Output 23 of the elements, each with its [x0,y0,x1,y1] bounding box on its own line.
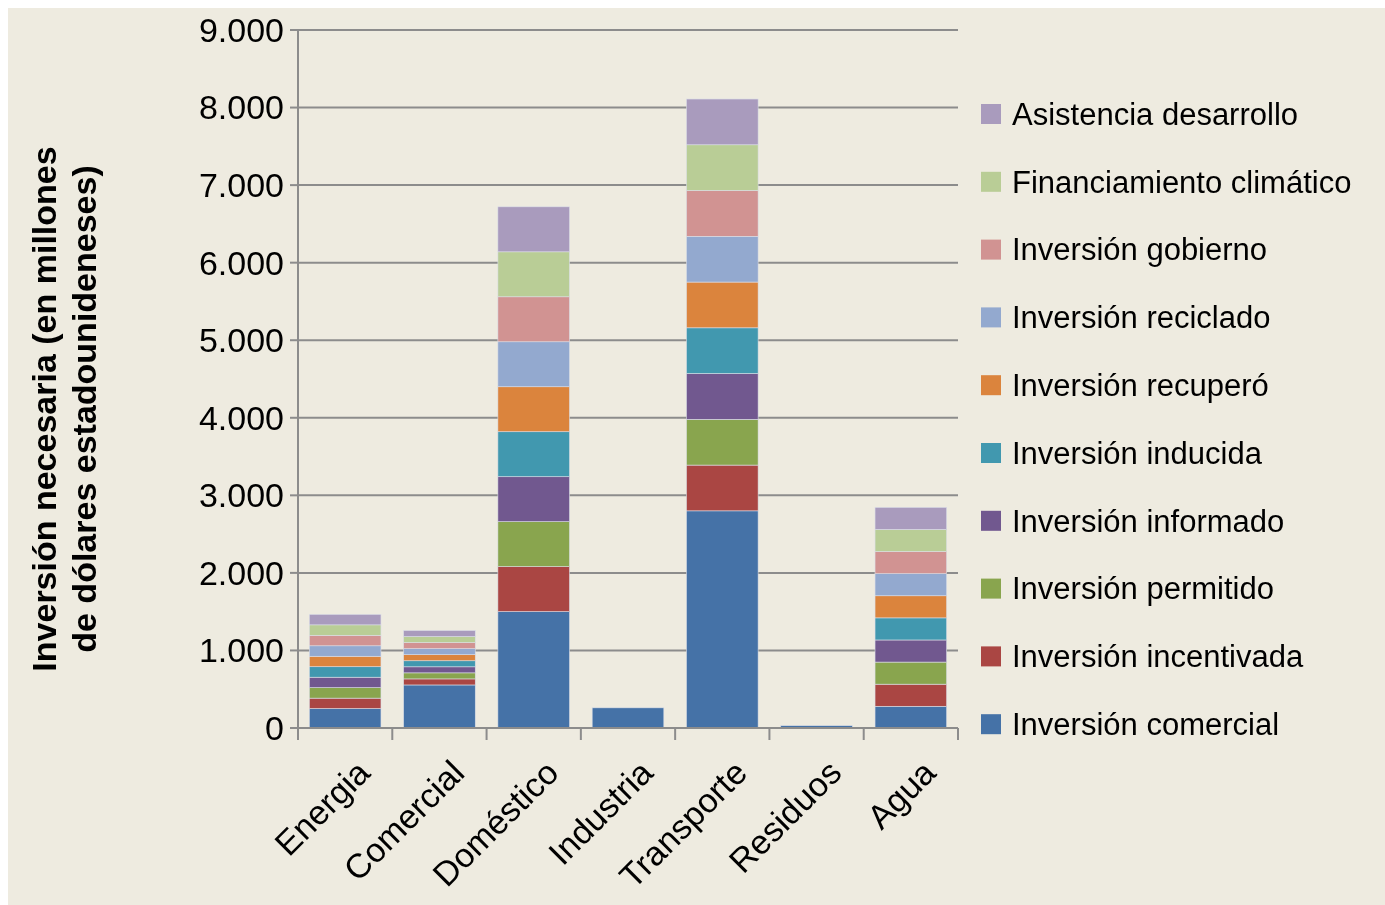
legend-label: Financiamiento climático [1012,164,1352,200]
y-tick-label: 3.000 [198,476,284,515]
y-tick-label: 8.000 [198,88,284,127]
legend-label: Inversión recuperó [1012,368,1269,404]
legend-label: Inversión informado [1012,503,1285,539]
bar [403,684,476,729]
y-tick-label: 1.000 [198,631,284,670]
legend-label: Inversión inducida [1012,435,1263,471]
bar [591,707,665,729]
y-tick-label: 4.000 [198,398,284,437]
legend-label: Inversión reciclado [1012,300,1271,336]
y-axis-title: Inversión necesaria (en millones de dólares estadounideneses) [25,146,103,672]
y-tick-label: 5.000 [198,321,284,360]
legend-label: Inversión permitido [1012,571,1274,607]
y-tick-label: 9.000 [198,10,284,49]
y-tick-label: 0 [265,708,284,747]
legend-label: Inversión incentivada [1012,639,1304,675]
legend-label: Asistencia desarrollo [1012,96,1299,132]
y-tick-label: 6.000 [198,243,284,282]
legend-label: Inversión gobierno [1012,232,1268,268]
y-tick-label: 7.000 [198,166,284,205]
legend-label: Inversión comercial [1012,707,1280,743]
y-tick-label: 2.000 [198,553,284,592]
